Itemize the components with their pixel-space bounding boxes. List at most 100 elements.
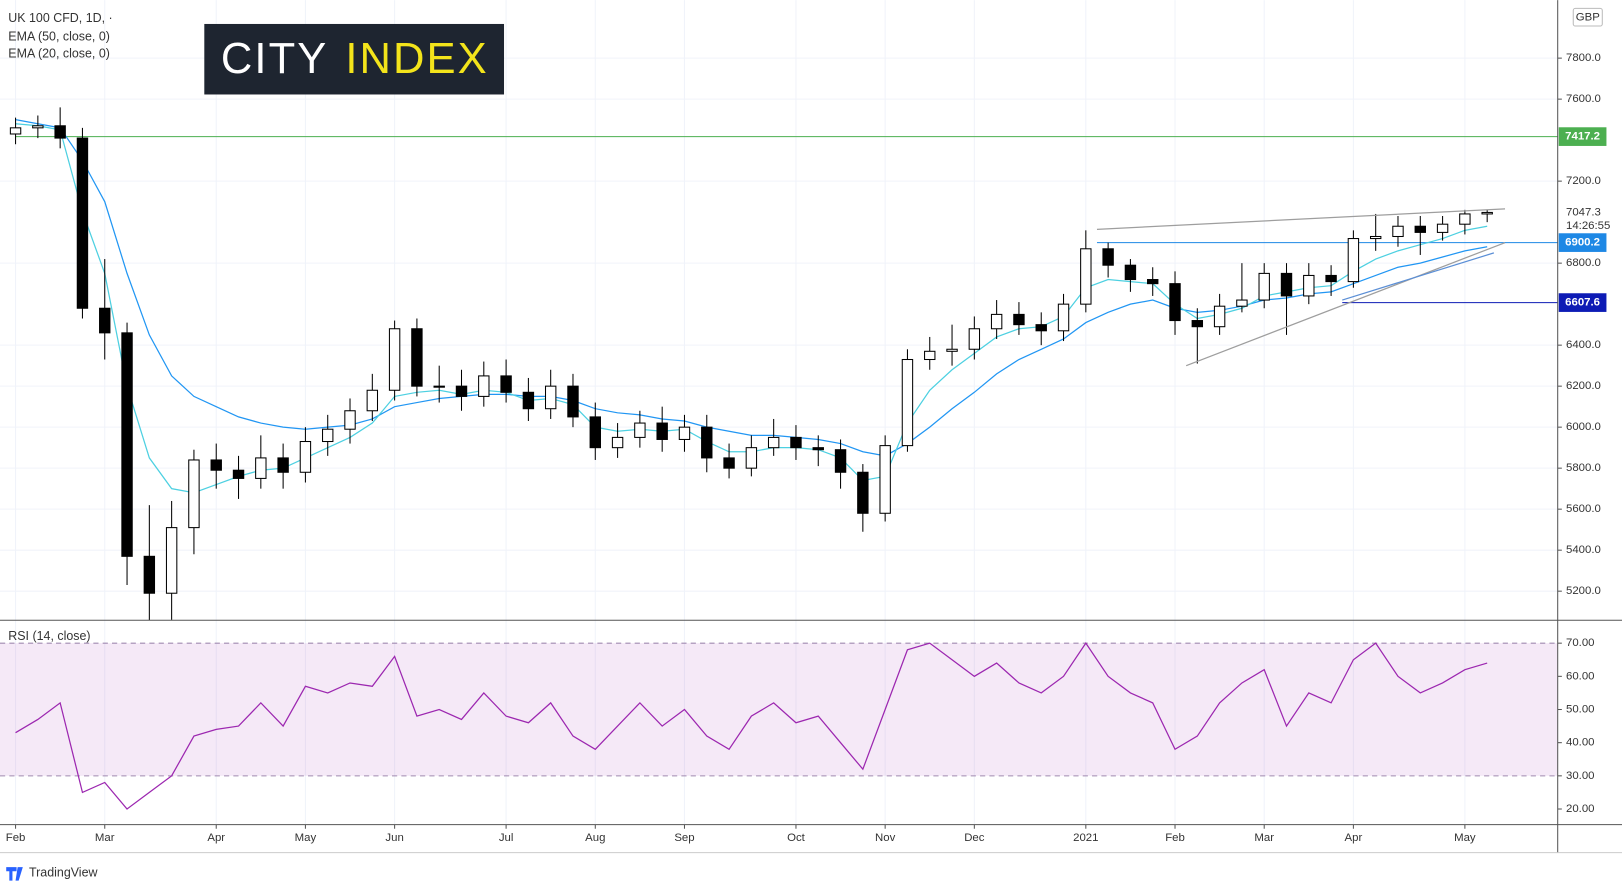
labels: UK 100 CFD, 1D, · EMA (50, close, 0) EMA (… xyxy=(6,11,1611,844)
currency-box xyxy=(1572,7,1603,27)
x-tick-label: Apr xyxy=(1345,832,1363,844)
y-tick-label: 6000.0 xyxy=(1566,421,1601,433)
x-tick-label: Aug xyxy=(585,832,605,844)
candle-body xyxy=(1481,211,1493,215)
candle-body xyxy=(790,436,802,449)
candle-body xyxy=(924,350,936,361)
candle-body xyxy=(879,445,891,514)
x-tick-label: Feb xyxy=(6,832,26,844)
x-tick-label: Jul xyxy=(499,832,514,844)
candle-body xyxy=(1280,272,1293,297)
price-pane xyxy=(9,107,1558,621)
y-tick-label: 6800.0 xyxy=(1566,257,1601,269)
candle-body xyxy=(901,358,914,447)
x-tick-label: Sep xyxy=(674,832,694,844)
y-tick-label: 7800.0 xyxy=(1566,52,1601,64)
candle-body xyxy=(1392,225,1404,238)
candle-body xyxy=(656,422,668,440)
y-tick-label: 7600.0 xyxy=(1566,93,1601,105)
candle-body xyxy=(388,328,401,391)
price-label-box xyxy=(1558,127,1607,146)
candle-body xyxy=(1414,225,1426,233)
candle-body xyxy=(1369,235,1382,240)
x-tick-label: Apr xyxy=(207,832,225,844)
y-tick-label: 7200.0 xyxy=(1566,175,1601,187)
x-tick-label: 2021 xyxy=(1073,832,1098,844)
y-tick-label: 5800.0 xyxy=(1566,462,1601,474)
candle-body xyxy=(1347,238,1360,283)
axes: GBP xyxy=(0,0,1622,854)
logo-box xyxy=(204,23,505,95)
y-tick-label: 5200.0 xyxy=(1566,585,1601,597)
candle-body xyxy=(968,328,981,350)
candle-body xyxy=(143,555,156,594)
candle-body xyxy=(745,447,758,469)
candle-body xyxy=(322,428,334,443)
price-label: 6607.6 xyxy=(1565,297,1600,309)
candle-body xyxy=(946,348,958,352)
candle-body xyxy=(1147,279,1159,285)
rsi-name: RSI (14, close) xyxy=(8,629,90,643)
countdown: 14:26:55 xyxy=(1566,220,1610,232)
candle-body xyxy=(478,375,490,397)
trendline xyxy=(1342,252,1495,301)
x-tick-label: May xyxy=(1454,832,1476,844)
candle-body xyxy=(701,426,713,459)
candle-body xyxy=(121,332,133,557)
candle-body xyxy=(1213,305,1226,328)
x-tick-label: Mar xyxy=(1254,832,1274,844)
legend-entry: EMA (20, close, 0) xyxy=(8,46,110,60)
candle-body xyxy=(76,137,89,309)
candle-body xyxy=(9,127,22,135)
rsi-band xyxy=(0,643,1558,776)
candle-body xyxy=(1057,303,1070,332)
price-label-box xyxy=(1558,233,1607,252)
candle-body xyxy=(1124,264,1137,281)
candle-body xyxy=(1325,274,1337,283)
candle-body xyxy=(299,440,312,473)
chart-title: UK 100 CFD, 1D, · xyxy=(8,11,112,25)
x-tick-label: May xyxy=(295,832,317,844)
footer: TradingView xyxy=(6,866,98,881)
candle-body xyxy=(165,527,178,594)
y-tick-label: 5400.0 xyxy=(1566,544,1601,556)
candle-body xyxy=(277,457,289,473)
rsi-pane xyxy=(0,642,1558,810)
price-label-box xyxy=(1558,293,1607,312)
legend-entry: EMA (50, close, 0) xyxy=(8,30,110,44)
candle-body xyxy=(255,457,267,479)
candle-body xyxy=(455,385,468,397)
candle-body xyxy=(767,436,780,449)
candle-body xyxy=(812,447,824,451)
candle-body xyxy=(678,426,691,440)
candle-body xyxy=(857,471,869,514)
trendline xyxy=(1096,208,1506,230)
x-tick-label: Jun xyxy=(385,832,403,844)
y-tick-label: 5600.0 xyxy=(1566,503,1601,515)
candle-body xyxy=(32,125,44,129)
logo: CITY INDEX xyxy=(204,23,505,95)
y-tick-label: 6400.0 xyxy=(1566,339,1601,351)
currency: GBP xyxy=(1576,12,1600,24)
logo-city: CITY xyxy=(221,35,329,83)
last-price: 7047.3 xyxy=(1566,206,1601,218)
price-label: 7417.2 xyxy=(1565,131,1600,143)
candle-body xyxy=(1258,272,1270,301)
candle-body xyxy=(544,385,557,410)
tv-icon xyxy=(6,867,23,881)
candle-body xyxy=(589,416,601,449)
candle-body xyxy=(1035,324,1047,332)
candle-body xyxy=(232,469,245,479)
x-tick-label: Nov xyxy=(875,832,896,844)
candle-body xyxy=(1303,274,1315,297)
candle-body xyxy=(188,459,200,529)
footer-brand: TradingView xyxy=(29,866,98,880)
candle-body xyxy=(1436,223,1449,233)
y-tick-label: 6200.0 xyxy=(1566,380,1601,392)
candle-body xyxy=(366,389,379,412)
candle-body xyxy=(1459,213,1471,225)
candle-body xyxy=(634,422,646,438)
candle-body xyxy=(1102,248,1114,266)
candle-body xyxy=(500,375,512,393)
